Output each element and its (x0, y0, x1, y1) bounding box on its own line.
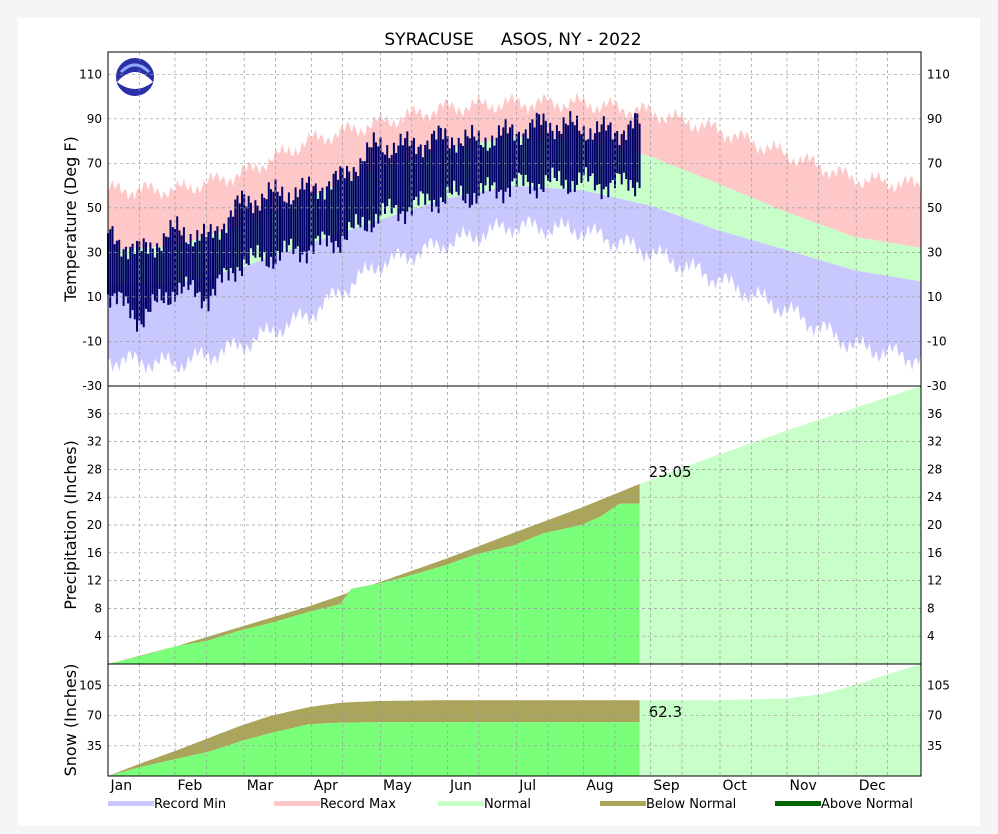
logo-bird (117, 72, 153, 89)
chart-title: SYRACUSE ASOS, NY - 2022 (384, 30, 641, 50)
y-tick-label-left: 90 (87, 112, 102, 126)
panel-frame (107, 663, 922, 777)
y-tick-label-left: -30 (82, 379, 102, 393)
y-axis-label-precipitation: Precipitation (Inches) (61, 440, 80, 610)
y-tick-label-left: 50 (87, 201, 102, 215)
legend-swatch-record_max (274, 801, 320, 806)
y-tick-label-left: 28 (87, 462, 102, 476)
y-tick-label-left: 35 (87, 739, 102, 753)
y-tick-label-left: 105 (79, 679, 102, 693)
legend-label-normal: Normal (484, 797, 531, 812)
chart-legend: Record Min Record Max Normal Below Normal Ab… (108, 797, 913, 812)
y-tick-label-right: 110 (927, 67, 950, 81)
y-tick-label-left: 70 (87, 709, 102, 723)
y-tick-label-left: 24 (87, 490, 102, 504)
y-tick-label-left: 10 (87, 290, 102, 304)
y-tick-label-right: 30 (927, 245, 942, 259)
y-tick-label-right: 4 (927, 629, 935, 643)
y-tick-label-right: 28 (927, 462, 942, 476)
x-tick-label: May (383, 778, 412, 794)
y-tick-label-right: -10 (927, 335, 947, 349)
legend-swatch-below_normal (600, 801, 646, 806)
y-tick-label-left: 70 (87, 156, 102, 170)
y-tick-label-left: 8 (94, 601, 102, 615)
legend-swatch-normal (438, 801, 484, 806)
legend-label-below_normal: Below Normal (646, 797, 736, 812)
snow-total-label: 62.3 (649, 703, 682, 721)
y-tick-label-left: 36 (87, 407, 102, 421)
chart-panels: -30 -30 -10 -10 10 10 30 30 50 50 70 70 90 90 110 110 Te… (61, 51, 950, 794)
x-axis-months: Jan Feb Mar Apr May Jun Jul Aug Sep Oct Nov Dec (110, 778, 886, 794)
legend-label-record_min: Record Min (154, 797, 226, 812)
y-tick-label-right: 35 (927, 739, 942, 753)
y-tick-label-right: 24 (927, 490, 942, 504)
x-tick-label: Mar (247, 778, 274, 794)
observed-accumulation-area (108, 722, 640, 776)
y-tick-label-left: 20 (87, 518, 102, 532)
y-axis-label-temperature: Temperature (Deg F) (61, 136, 80, 303)
y-tick-label-left: 4 (94, 629, 102, 643)
below-normal-area (108, 700, 640, 776)
y-tick-label-left: 12 (87, 574, 102, 588)
x-tick-label: Dec (859, 778, 886, 794)
record-min-area (108, 185, 921, 374)
y-tick-label-right: -30 (927, 379, 947, 393)
legend-swatch-record_min (108, 801, 154, 806)
y-tick-label-left: 32 (87, 435, 102, 449)
x-tick-label: Oct (723, 778, 748, 794)
precipitation-total-label: 23.05 (649, 463, 692, 481)
y-axis-label-snow: Snow (Inches) (61, 664, 80, 777)
y-tick-label-left: -10 (82, 335, 102, 349)
y-tick-label-right: 50 (927, 201, 942, 215)
y-tick-label-right: 10 (927, 290, 942, 304)
noaa-logo (114, 56, 156, 98)
y-tick-label-right: 8 (927, 601, 935, 615)
logo-arc (119, 63, 151, 74)
y-tick-label-right: 16 (927, 546, 942, 560)
y-tick-label-left: 110 (79, 67, 102, 81)
x-tick-label: Sep (653, 778, 680, 794)
y-tick-label-left: 16 (87, 546, 102, 560)
x-tick-label: Jan (110, 778, 133, 794)
normal-area (639, 664, 921, 776)
y-tick-label-right: 90 (927, 112, 942, 126)
y-tick-label-right: 105 (927, 679, 950, 693)
observed-accumulation-area (108, 503, 640, 664)
y-tick-label-right: 32 (927, 435, 942, 449)
y-tick-label-right: 20 (927, 518, 942, 532)
record-max-area (108, 92, 921, 251)
y-tick-label-right: 70 (927, 156, 942, 170)
y-tick-label-right: 36 (927, 407, 942, 421)
panel-precipitation: 23.05 4 4 8 8 12 12 16 16 20 20 24 24 28 28 32 32 36 36 Pre… (61, 385, 942, 665)
x-tick-label: Nov (790, 778, 817, 794)
x-tick-label: Aug (586, 778, 613, 794)
x-tick-label: Jul (518, 778, 536, 794)
x-tick-label: Apr (314, 778, 338, 794)
legend-swatch-above_normal (775, 801, 821, 806)
y-tick-label-right: 12 (927, 574, 942, 588)
legend-label-record_max: Record Max (320, 797, 396, 812)
y-tick-label-right: 70 (927, 709, 942, 723)
legend-label-above_normal: Above Normal (821, 797, 913, 812)
x-tick-label: Jun (449, 778, 472, 794)
y-tick-label-left: 30 (87, 245, 102, 259)
x-tick-label: Feb (178, 778, 203, 794)
panel-temperature: -30 -30 -10 -10 10 10 30 30 50 50 70 70 90 90 110 110 Te… (61, 51, 950, 393)
